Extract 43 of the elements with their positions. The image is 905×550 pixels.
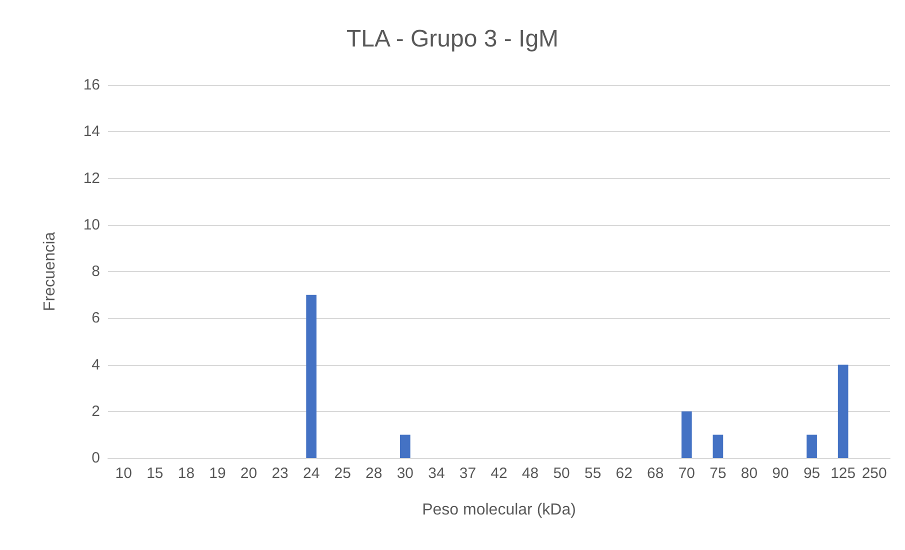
x-tick-label: 250 [862,465,887,482]
x-tick-label: 30 [396,465,414,482]
x-tick-label: 68 [647,465,664,482]
x-tick-label: 19 [209,465,226,482]
x-tick-label: 15 [146,465,164,482]
x-tick-label: 90 [772,465,789,482]
chart-title: TLA - Grupo 3 - IgM [346,26,559,52]
bar [682,411,692,458]
x-tick-label: 24 [302,465,320,482]
bar [806,434,817,458]
x-tick-label: 23 [272,465,288,482]
x-tick-label: 80 [740,465,758,482]
y-tick-label: 12 [83,170,100,187]
x-tick-label: 50 [553,465,570,482]
y-tick-label: 4 [92,356,100,374]
x-tick-label: 42 [490,465,508,482]
x-tick-label: 48 [522,465,539,482]
y-tick-label: 16 [83,76,100,94]
x-axis-title: Peso molecular (kDa) [422,502,576,518]
bar [712,434,724,458]
bar [400,434,410,458]
x-tick-label: 20 [240,465,258,482]
y-tick-label: 2 [92,402,100,420]
x-tick-label: 18 [178,465,195,482]
x-tick-label: 62 [616,465,632,482]
x-tick-label: 10 [115,465,132,482]
x-tick-label: 34 [428,465,445,482]
y-tick-label: 10 [83,216,100,234]
x-tick-label: 37 [459,465,476,482]
x-tick-label: 70 [678,465,696,482]
x-tick-label: 95 [803,465,820,482]
x-tick-label: 75 [710,465,726,482]
bar [306,294,316,458]
x-tick-label: 125 [830,465,856,482]
x-tick-label: 25 [334,465,351,482]
y-tick-label: 14 [83,123,100,140]
x-tick-label: 28 [366,465,382,482]
bar [838,364,848,458]
y-tick-label: 6 [92,310,100,327]
x-tick-label: 55 [584,465,602,482]
y-tick-label: 0 [92,450,100,466]
y-axis-title: Frecuencia [42,232,58,312]
y-tick-label: 8 [92,263,100,280]
